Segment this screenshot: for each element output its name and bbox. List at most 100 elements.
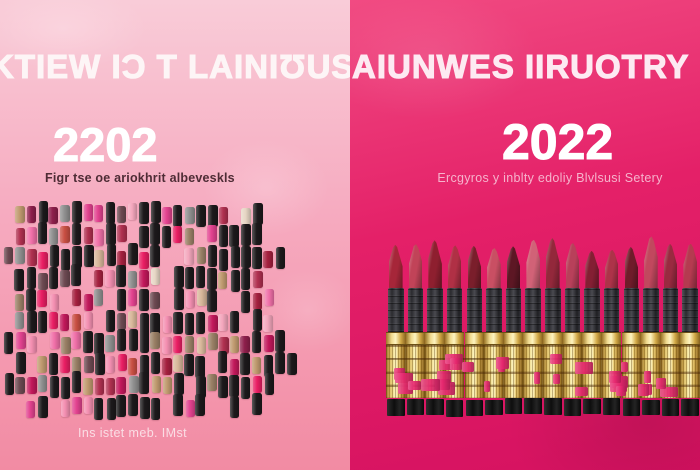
swatch-tile-cap: [116, 328, 127, 351]
swatch-tile-color: [162, 337, 172, 354]
swatch-tile-cap: [116, 289, 127, 312]
lipstick-bullet: [604, 249, 619, 294]
swatch-tile-color: [71, 357, 82, 374]
lipstick-gold-ring: [386, 332, 406, 345]
footer-caption-left: Ins istet meb. IMst: [78, 426, 188, 440]
swatch-tile-color: [83, 204, 94, 222]
swatch-tile-color: [93, 205, 104, 223]
lipstick-gold-tube: [405, 345, 426, 398]
swatch-tile-cap: [139, 354, 150, 377]
swatch-tile-color: [116, 312, 127, 330]
lipstick: [425, 236, 445, 416]
lipstick-collar: [584, 288, 600, 332]
swatch-tile-cap: [161, 226, 172, 249]
swatch-tile-color: [253, 271, 263, 289]
lipstick-lineup: [386, 236, 700, 417]
swatch-tile-color: [38, 251, 48, 269]
swatch-tile-color: [162, 206, 172, 224]
lipstick: [680, 236, 700, 417]
swatch-tile-color: [83, 226, 94, 244]
swatch-tile-color: [15, 205, 25, 223]
swatch-tile-color: [83, 312, 94, 330]
swatch-tile-color: [241, 208, 251, 226]
swatch-tile-cap: [71, 371, 82, 394]
lipstick-bullet: [565, 242, 580, 294]
swatch-tile-color: [105, 269, 115, 287]
swatch-tile-color: [83, 377, 93, 395]
swatch-tile-cap: [38, 395, 48, 418]
swatch-tile-cap: [229, 374, 239, 397]
swatch-tile-cap: [207, 245, 218, 268]
swatch-tile-cap: [139, 289, 149, 311]
swatch-tile-color: [105, 335, 115, 353]
swatch-tile-color: [16, 332, 26, 349]
swatch-tile-cap: [49, 376, 60, 399]
swatch-tile-color: [116, 251, 127, 269]
swatch-tile-color: [127, 270, 138, 288]
swatch-tile-cap: [139, 226, 149, 248]
lipstick-collar: [388, 288, 404, 332]
swatch-tile-color: [26, 206, 37, 224]
swatch-tile-cap: [3, 331, 14, 354]
swatch-tile-color: [71, 288, 82, 306]
swatch-tile-color: [27, 376, 37, 394]
lipstick: [503, 236, 524, 416]
lipstick-gold-ring: [503, 332, 524, 345]
swatch-tile-color: [37, 290, 47, 308]
swatch-tile-cap: [195, 355, 205, 378]
swatch-tile-color: [139, 270, 149, 288]
swatch-tile-color: [218, 314, 228, 332]
swatch-tile-cap: [72, 246, 82, 269]
lipstick-gold-ring: [660, 332, 681, 345]
swatch-tile-color: [48, 227, 58, 245]
lipstick-gold-tube: [543, 345, 563, 398]
swatch-tile-cap: [174, 265, 184, 288]
swatch-tile-cap: [240, 267, 251, 290]
swatch-tile-color: [129, 376, 139, 393]
swatch-tile-cap: [105, 202, 116, 224]
lipstick-base-cap: [661, 399, 680, 417]
swatch-tile-cap: [116, 395, 126, 417]
swatch-tile-cap: [252, 393, 262, 416]
swatch-tile-cap: [27, 310, 37, 333]
swatch-tile-cap: [150, 245, 160, 267]
swatch-tile-cap: [196, 205, 206, 228]
lipstick: [660, 236, 681, 417]
lipstick-collar: [446, 288, 463, 332]
swatch-tile-color: [61, 337, 71, 355]
swatch-tile-color: [59, 314, 70, 332]
swatch-tile-cap: [140, 396, 150, 419]
swatch-tile-cap: [71, 264, 81, 287]
swatch-tile-color: [27, 249, 37, 266]
swatch-tile-cap: [173, 312, 183, 334]
lipstick-collar: [662, 288, 679, 332]
swatch-tile-cap: [16, 352, 26, 374]
swatch-tile-cap: [116, 265, 126, 288]
swatch-tile-cap: [139, 201, 149, 224]
swatch-tile-color: [14, 311, 24, 329]
year-label-right: 2022: [501, 114, 614, 170]
lipstick-base-cap: [445, 399, 464, 417]
swatch-tile-color: [208, 315, 218, 333]
lipstick-bullet: [644, 236, 658, 294]
swatch-tile-color: [240, 335, 250, 353]
swatch-tile-cap: [84, 245, 94, 267]
swatch-tile-color: [150, 292, 160, 310]
lipstick-gold-ring: [484, 332, 504, 345]
lipstick-gold-ring: [601, 332, 622, 345]
swatch-tile-color: [207, 374, 217, 392]
lipstick-base-cap: [387, 398, 405, 417]
swatch-tile-color: [50, 331, 60, 349]
swatch-tile-cap: [83, 330, 93, 353]
swatch-tile-cap: [184, 354, 194, 377]
lipstick-base-cap: [622, 398, 641, 417]
swatch-tile-color: [48, 206, 58, 224]
swatch-tile-cap: [173, 393, 183, 416]
swatch-tile-color: [15, 227, 26, 245]
headline-left: KTIEW IƆ T LAINIƱUS: [0, 48, 350, 85]
swatch-tile-color: [172, 335, 183, 353]
swatch-tile-color: [184, 248, 194, 266]
subtitle-left: Figr tse oe ariokhrit albeveskls: [45, 171, 235, 185]
swatch-tile-cap: [218, 225, 229, 248]
swatch-tile-color: [93, 269, 104, 287]
